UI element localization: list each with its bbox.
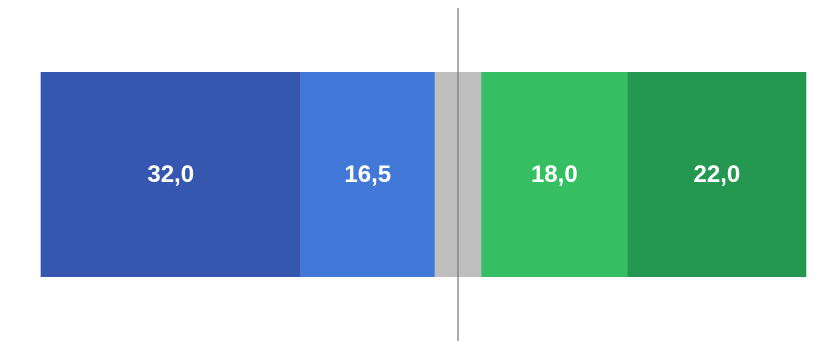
bar-segment-positive-3 [481,72,628,277]
bar-segments [40,72,807,277]
data-label-1: 16,5 [344,161,391,188]
bar-segment-negative-0 [40,72,301,277]
bar-segment-positive-4 [627,72,807,277]
segment-labels: 32,0 16,5 18,0 22,0 [147,161,740,188]
data-label-3: 18,0 [531,161,578,188]
data-label-0: 32,0 [147,161,194,188]
bar-segment-negative-1 [300,72,435,277]
data-label-4: 22,0 [694,161,741,188]
